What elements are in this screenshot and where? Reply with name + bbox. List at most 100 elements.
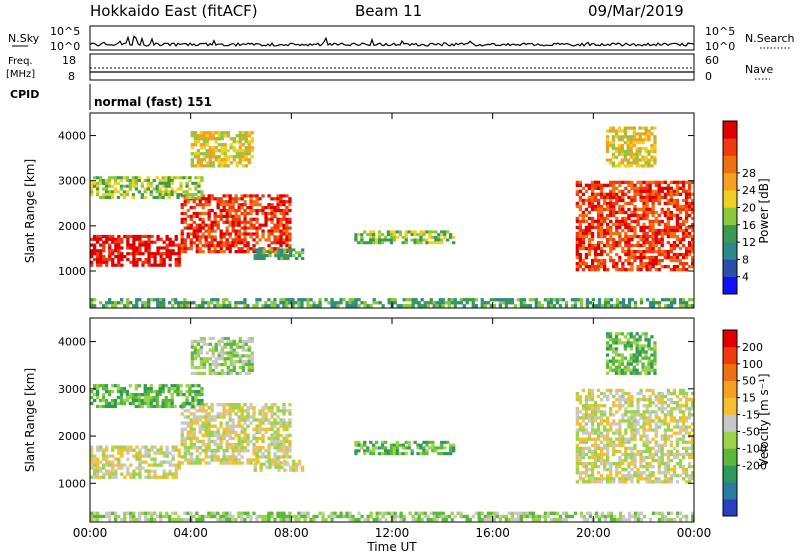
data-cell: [165, 448, 169, 452]
data-cell: [204, 229, 208, 233]
data-cell: [635, 158, 639, 162]
data-cell: [663, 480, 667, 484]
data-cell: [195, 449, 199, 453]
data-cell: [641, 132, 645, 136]
data-cell: [240, 211, 244, 216]
data-cell: [678, 462, 683, 466]
data-cell: [600, 410, 604, 414]
data-cell: [250, 336, 254, 341]
data-cell: [579, 301, 584, 305]
data-cell: [600, 449, 604, 454]
data-cell: [131, 181, 135, 185]
data-cell: [691, 204, 695, 209]
data-cell: [110, 176, 115, 180]
data-cell: [614, 129, 619, 133]
data-cell: [231, 226, 235, 230]
data-cell: [240, 203, 244, 207]
data-cell: [162, 454, 166, 458]
data-cell: [681, 219, 686, 224]
data-cell: [222, 430, 226, 434]
data-cell: [188, 384, 192, 388]
data-cell: [267, 421, 271, 425]
data-cell: [417, 511, 421, 515]
data-cell: [158, 193, 162, 197]
data-cell: [605, 362, 610, 366]
data-cell: [621, 443, 625, 447]
data-cell: [237, 232, 241, 236]
data-cell: [282, 229, 286, 233]
data-cell: [642, 440, 646, 444]
data-cell: [416, 241, 420, 245]
data-cell: [669, 398, 673, 402]
data-cell: [253, 254, 257, 258]
data-cell: [177, 517, 181, 522]
data-cell: [223, 351, 227, 355]
data-cell: [170, 193, 174, 197]
data-cell: [174, 466, 178, 470]
data-cell: [207, 235, 211, 239]
data-cell: [636, 431, 640, 435]
data-cell: [186, 200, 190, 204]
data-cell: [654, 262, 658, 266]
data-cell: [642, 198, 646, 203]
data-cell: [216, 455, 220, 459]
data-cell: [578, 452, 582, 457]
data-cell: [267, 449, 271, 453]
data-cell: [612, 452, 616, 457]
data-cell: [244, 342, 248, 346]
data-cell: [252, 238, 256, 242]
data-cell: [642, 449, 646, 454]
data-cell: [633, 452, 637, 457]
data-cell: [240, 232, 244, 236]
data-region: [90, 511, 695, 522]
data-cell: [285, 238, 289, 242]
data-cell: [575, 262, 579, 266]
data-cell: [450, 517, 454, 522]
data-cell: [225, 449, 229, 453]
data-cell: [657, 237, 661, 242]
data-cell: [241, 164, 245, 168]
data-cell: [575, 416, 579, 420]
data-cell: [645, 480, 649, 484]
data-cell: [110, 390, 115, 394]
data-cell: [647, 129, 651, 133]
data-cell: [125, 393, 130, 397]
data-cell: [620, 138, 624, 142]
data-cell: [189, 244, 193, 248]
data-cell: [202, 339, 206, 343]
data-cell: [199, 158, 203, 162]
data-cell: [654, 434, 658, 438]
data-cell: [105, 511, 109, 515]
data-cell: [128, 187, 132, 191]
data-cell: [387, 298, 391, 302]
data-cell: [606, 428, 610, 432]
data-cell: [131, 184, 135, 188]
data-cell: [173, 390, 177, 394]
data-cell: [611, 141, 616, 145]
data-cell: [593, 243, 598, 248]
data-cell: [474, 298, 478, 302]
data-cell: [657, 449, 661, 454]
data-cell: [273, 403, 277, 407]
data-cell: [135, 260, 139, 264]
data-cell: [611, 164, 616, 168]
data-cell: [228, 250, 232, 254]
data-cell: [279, 455, 283, 459]
data-cell: [647, 341, 651, 345]
data-cell: [240, 194, 244, 198]
data-cell: [277, 462, 281, 466]
data-cell: [204, 421, 208, 425]
data-cell: [603, 234, 607, 239]
data-cell: [392, 452, 396, 456]
data-cell: [630, 234, 634, 239]
data-cell: [606, 446, 610, 450]
data-cell: [419, 235, 423, 239]
data-cell: [267, 244, 271, 248]
data-cell: [581, 231, 586, 236]
data-cell: [144, 445, 148, 449]
data-cell: [292, 254, 296, 258]
data-cell: [399, 514, 403, 519]
data-cell: [294, 517, 298, 522]
data-cell: [627, 404, 631, 408]
data-cell: [585, 301, 590, 305]
